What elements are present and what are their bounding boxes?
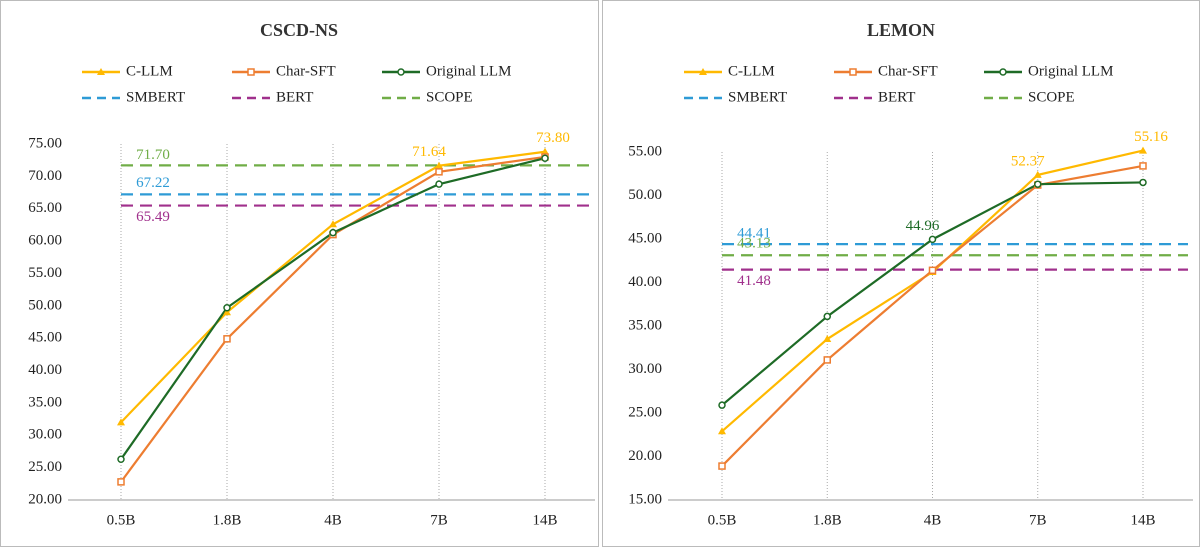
legend-marker bbox=[849, 68, 857, 76]
legend-label: SMBERT bbox=[728, 89, 787, 105]
chart-title: LEMON bbox=[867, 20, 935, 40]
marker bbox=[718, 427, 726, 435]
legend-marker bbox=[699, 68, 707, 75]
marker bbox=[435, 180, 443, 188]
legend-marker bbox=[999, 68, 1007, 76]
data-label: 71.64 bbox=[412, 144, 446, 160]
y-tick-label: 25.00 bbox=[628, 404, 662, 420]
panel-frame bbox=[602, 0, 1200, 547]
y-tick-label: 55.00 bbox=[28, 265, 62, 281]
marker bbox=[117, 418, 125, 426]
marker bbox=[117, 455, 125, 463]
marker bbox=[223, 335, 231, 343]
y-tick-label: 60.00 bbox=[28, 233, 62, 249]
y-tick-label: 70.00 bbox=[28, 168, 62, 184]
y-tick-label: 75.00 bbox=[28, 135, 62, 151]
x-tick-label: 14B bbox=[1130, 512, 1155, 528]
legend-label: Original LLM bbox=[1028, 63, 1113, 79]
marker bbox=[1034, 180, 1042, 188]
y-tick-label: 15.00 bbox=[628, 491, 662, 507]
marker bbox=[541, 154, 549, 162]
x-tick-label: 4B bbox=[924, 512, 942, 528]
data-label: 52.37 bbox=[1011, 153, 1045, 169]
marker bbox=[1139, 162, 1147, 170]
y-tick-label: 65.00 bbox=[28, 200, 62, 216]
y-tick-label: 30.00 bbox=[628, 361, 662, 377]
legend-label: C-LLM bbox=[728, 63, 775, 79]
y-tick-label: 55.00 bbox=[628, 143, 662, 159]
legend-marker bbox=[247, 68, 255, 76]
y-tick-label: 35.00 bbox=[628, 317, 662, 333]
legend-label: Char-SFT bbox=[276, 63, 336, 79]
chart-title: CSCD-NS bbox=[260, 20, 338, 40]
legend-label: SCOPE bbox=[426, 89, 473, 105]
marker bbox=[823, 356, 831, 364]
y-tick-label: 50.00 bbox=[28, 297, 62, 313]
x-tick-label: 0.5B bbox=[107, 512, 136, 528]
x-tick-label: 7B bbox=[1029, 512, 1047, 528]
marker bbox=[117, 478, 125, 486]
y-tick-label: 40.00 bbox=[628, 274, 662, 290]
x-tick-label: 1.8B bbox=[213, 512, 242, 528]
legend-label: Char-SFT bbox=[878, 63, 938, 79]
marker bbox=[329, 220, 337, 228]
marker bbox=[541, 147, 549, 155]
y-tick-label: 25.00 bbox=[28, 459, 62, 475]
y-tick-label: 30.00 bbox=[28, 427, 62, 443]
panel-frame bbox=[0, 0, 599, 547]
baseline-label: 71.70 bbox=[136, 147, 170, 163]
marker bbox=[823, 335, 832, 343]
baseline-label: 67.22 bbox=[136, 175, 170, 191]
y-tick-label: 20.00 bbox=[628, 448, 662, 464]
y-tick-label: 35.00 bbox=[28, 394, 62, 410]
marker bbox=[435, 168, 443, 176]
baseline-label: 65.49 bbox=[136, 209, 170, 225]
marker bbox=[928, 266, 937, 275]
legend-label: BERT bbox=[878, 89, 915, 105]
marker bbox=[435, 161, 443, 169]
legend-label: SMBERT bbox=[126, 89, 185, 105]
y-tick-label: 45.00 bbox=[628, 230, 662, 246]
marker bbox=[718, 401, 726, 409]
x-tick-label: 14B bbox=[532, 512, 557, 528]
series-line bbox=[721, 164, 1144, 467]
legend-label: SCOPE bbox=[1028, 89, 1075, 105]
x-tick-label: 4B bbox=[324, 512, 342, 528]
y-tick-label: 50.00 bbox=[628, 187, 662, 203]
legend-label: Original LLM bbox=[426, 63, 511, 79]
marker bbox=[928, 235, 937, 244]
marker bbox=[223, 304, 231, 312]
baseline-label: 41.48 bbox=[737, 273, 771, 289]
x-tick-label: 1.8B bbox=[813, 512, 842, 528]
data-label: 44.96 bbox=[906, 218, 940, 234]
legend-marker bbox=[397, 68, 405, 76]
y-tick-label: 20.00 bbox=[28, 491, 62, 507]
marker bbox=[1139, 178, 1147, 187]
data-label: 73.80 bbox=[536, 130, 570, 146]
legend-label: BERT bbox=[276, 89, 313, 105]
baseline-label: 44.41 bbox=[737, 226, 771, 242]
baseline-label: 43.13 bbox=[737, 236, 771, 252]
legend-label: C-LLM bbox=[126, 63, 173, 79]
marker bbox=[823, 312, 831, 321]
y-tick-label: 40.00 bbox=[28, 362, 62, 378]
marker bbox=[329, 228, 337, 237]
data-label: 55.16 bbox=[1134, 129, 1168, 145]
x-tick-label: 7B bbox=[430, 512, 448, 528]
y-tick-label: 45.00 bbox=[28, 330, 62, 346]
marker bbox=[1139, 146, 1147, 154]
legend-marker bbox=[97, 68, 105, 75]
marker bbox=[223, 308, 231, 316]
marker bbox=[718, 462, 726, 470]
x-tick-label: 0.5B bbox=[708, 512, 737, 528]
marker bbox=[1033, 170, 1042, 178]
